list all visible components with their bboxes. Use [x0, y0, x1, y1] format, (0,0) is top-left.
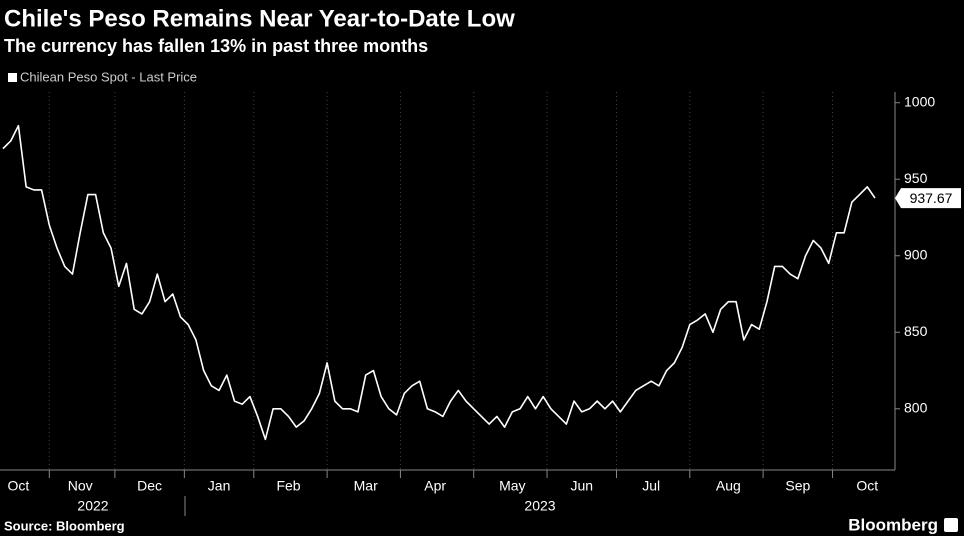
- brand-icon: [944, 518, 958, 532]
- x-tick-label: Oct: [856, 478, 878, 494]
- y-tick-label: 950: [904, 170, 928, 186]
- last-value-box: [895, 188, 961, 209]
- x-tick-label: Oct: [8, 478, 30, 494]
- last-value-label: 937.67: [910, 190, 953, 206]
- x-tick-label: Jan: [208, 478, 231, 494]
- x-tick-label: Nov: [68, 478, 93, 494]
- chart-title: Chile's Peso Remains Near Year-to-Date L…: [4, 5, 515, 32]
- legend-swatch: [8, 73, 17, 82]
- x-tick-label: May: [499, 478, 525, 494]
- year-label: 2022: [77, 498, 108, 514]
- x-tick-label: Sep: [785, 478, 810, 494]
- x-tick-label: Apr: [424, 478, 446, 494]
- source: Source: Bloomberg: [4, 518, 125, 533]
- series-line: [2, 124, 876, 441]
- x-tick-label: Aug: [716, 478, 741, 494]
- x-tick-label: Jul: [642, 478, 660, 494]
- chart-subtitle: The currency has fallen 13% in past thre…: [4, 36, 428, 56]
- y-tick-label: 900: [904, 246, 928, 262]
- legend-label: Chilean Peso Spot - Last Price: [20, 69, 197, 84]
- year-label: 2023: [524, 498, 555, 514]
- x-tick-label: Feb: [276, 478, 300, 494]
- y-tick-label: 1000: [904, 93, 935, 109]
- x-tick-label: Jun: [570, 478, 593, 494]
- y-tick-label: 800: [904, 399, 928, 415]
- x-tick-label: Dec: [137, 478, 162, 494]
- brand: Bloomberg: [848, 515, 938, 534]
- x-tick-label: Mar: [354, 478, 378, 494]
- y-tick-label: 850: [904, 323, 928, 339]
